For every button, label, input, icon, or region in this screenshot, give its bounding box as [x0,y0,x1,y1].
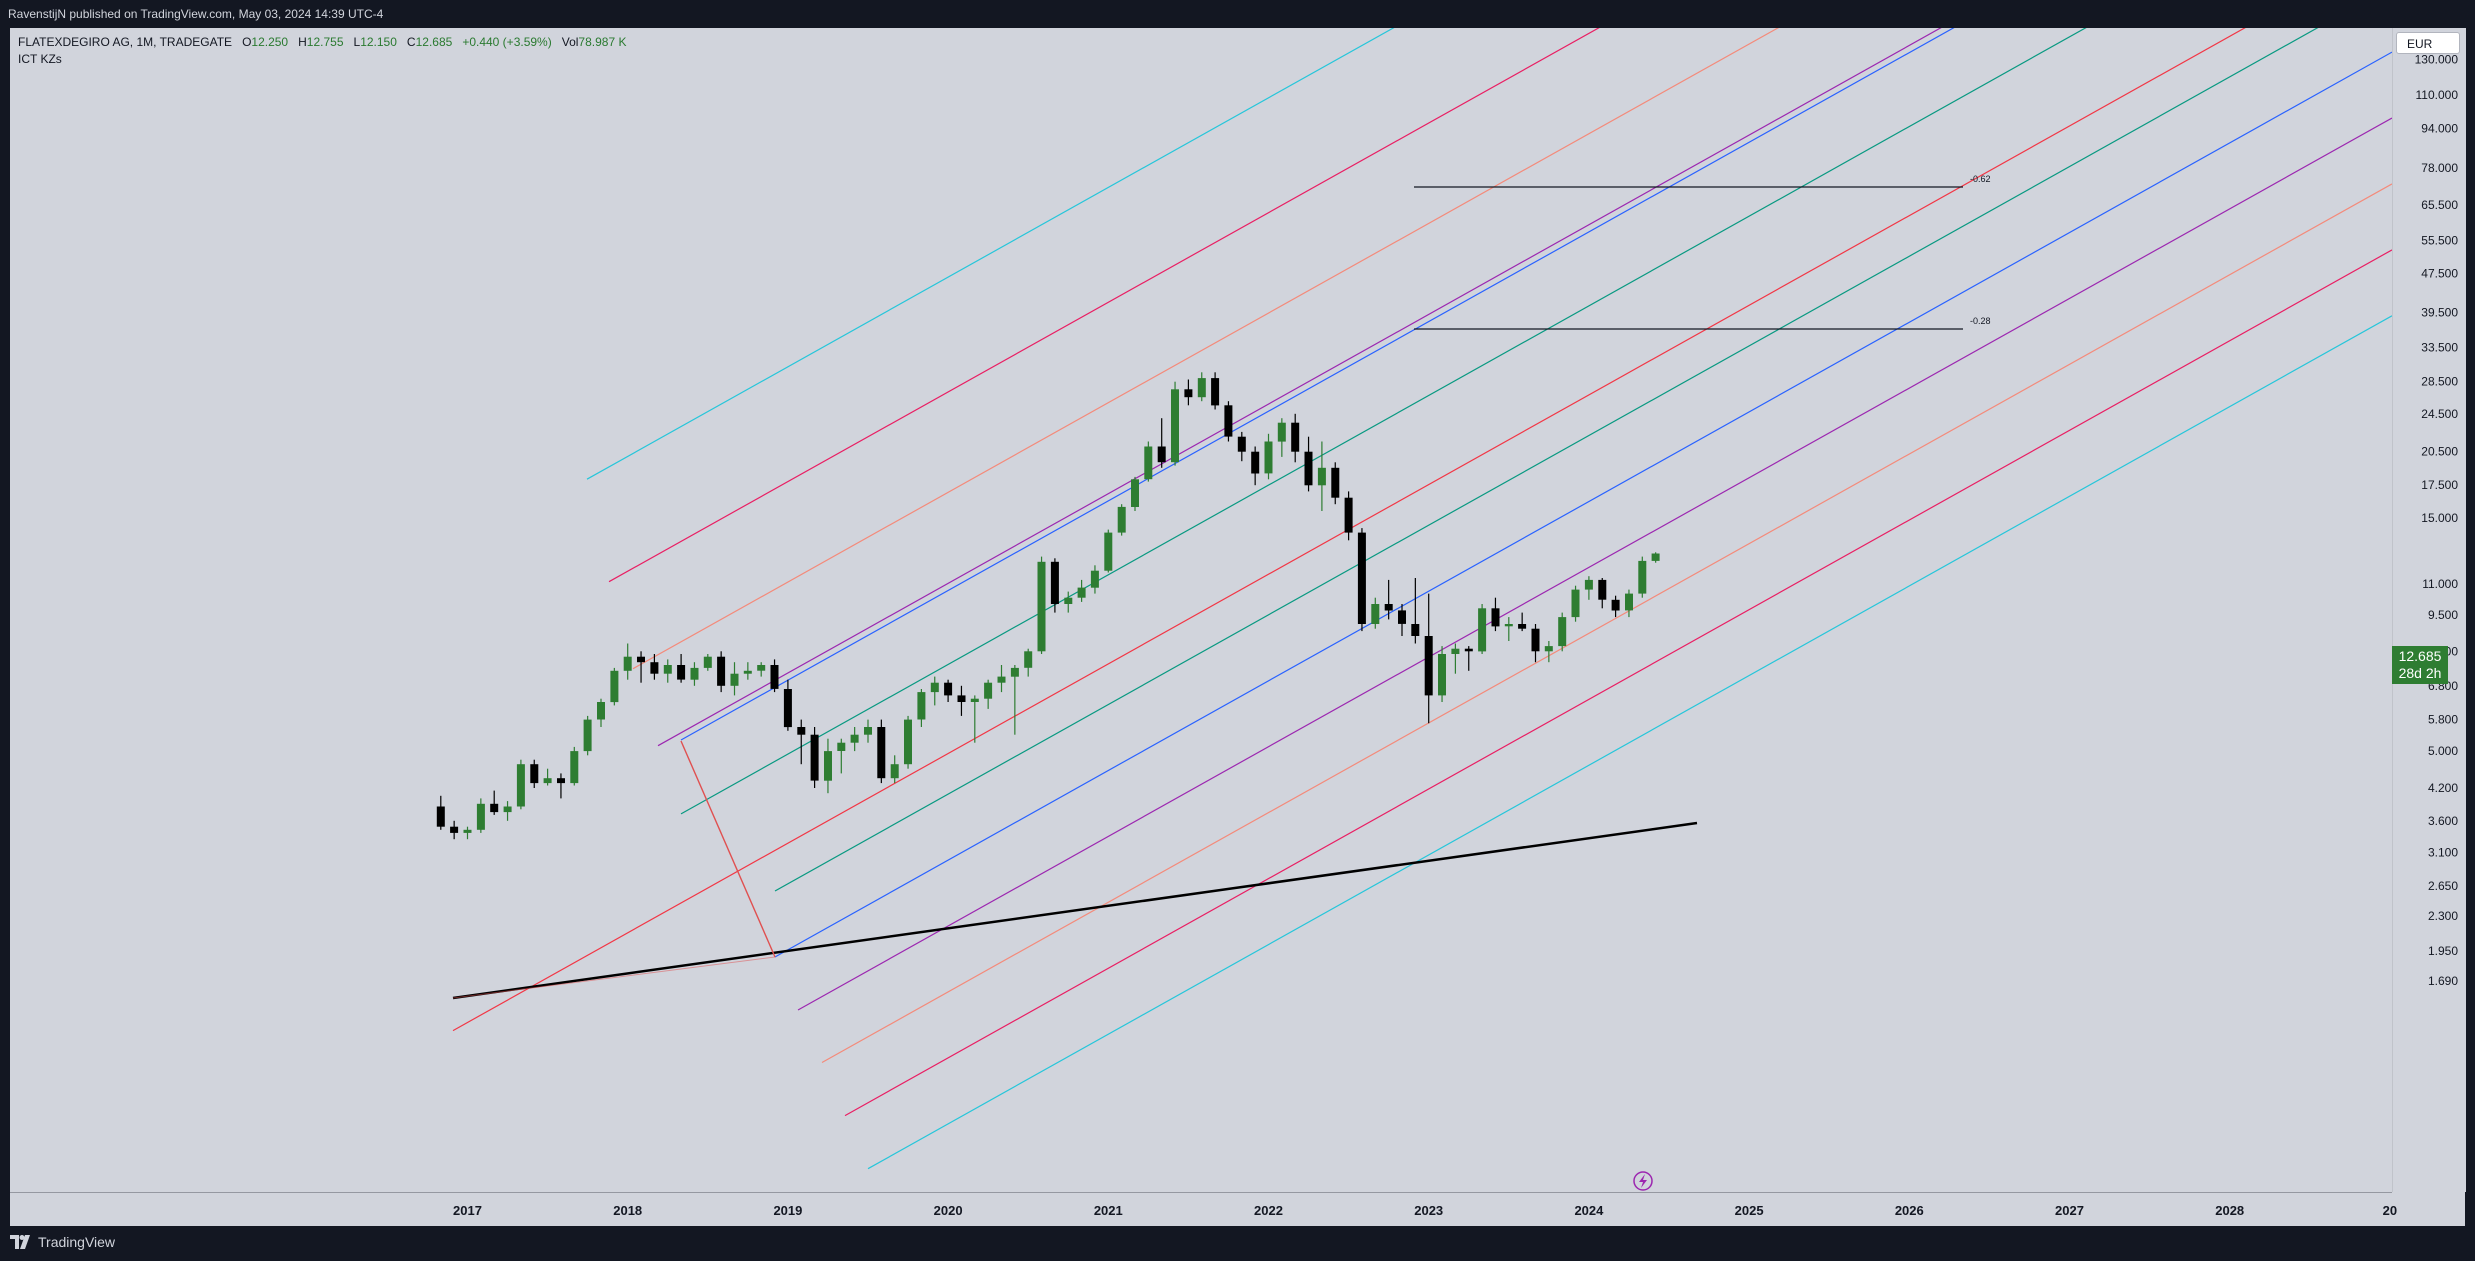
close-value: 12.685 [415,35,453,49]
footer-bar: TradingView [0,1226,2475,1261]
chart-pane[interactable] [10,28,2392,1192]
footer-brand: TradingView [38,1234,116,1250]
close-label: C [406,35,416,49]
volume-label: Vol [561,35,579,49]
high-label: H [298,35,307,49]
price-axis[interactable] [2392,28,2466,1192]
last-price-value: 12.685 [2398,648,2442,664]
high-value: 12.755 [306,35,344,49]
time-axis[interactable] [10,1192,2392,1227]
publisher-text: RavenstijN published on TradingView.com,… [8,7,384,21]
open-label: O [242,35,252,49]
publisher-bar: RavenstijN published on TradingView.com,… [0,0,2475,28]
right-edge [2465,28,2475,1226]
tradingview-logo[interactable]: TradingView [10,1234,115,1250]
open-value: 12.250 [251,35,289,49]
bar-countdown: 28d 2h [2398,665,2442,681]
currency-button[interactable]: EUR [2396,32,2460,54]
symbol-legend[interactable]: FLATEXDEGIRO AG, 1M, TRADEGATE O12.250 H… [18,34,626,68]
low-value: 12.150 [360,35,397,49]
volume-value: 78.987 K [578,35,627,49]
change-value: +0.440 (+3.59%) [462,35,552,49]
symbol-title[interactable]: FLATEXDEGIRO AG, 1M, TRADEGATE [18,35,233,49]
low-label: L [353,35,361,49]
last-price-badge: 12.685 28d 2h [2392,646,2448,684]
axis-corner [2392,1192,2465,1226]
tradingview-logo-icon [10,1235,30,1249]
indicator-label[interactable]: ICT KZs [18,52,62,66]
left-edge [0,28,10,1226]
